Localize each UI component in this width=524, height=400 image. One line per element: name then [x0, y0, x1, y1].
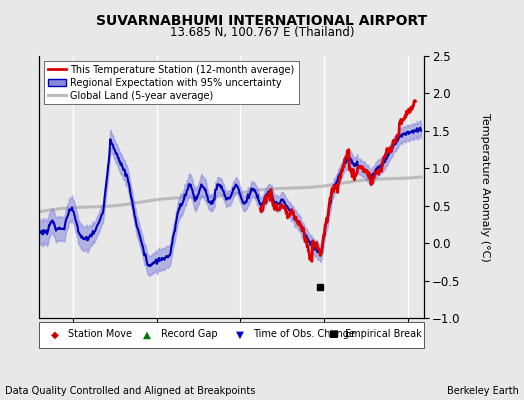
- Text: ▼: ▼: [236, 330, 244, 340]
- Text: ◆: ◆: [51, 330, 59, 340]
- Text: Data Quality Controlled and Aligned at Breakpoints: Data Quality Controlled and Aligned at B…: [5, 386, 256, 396]
- Text: SUVARNABHUMI INTERNATIONAL AIRPORT: SUVARNABHUMI INTERNATIONAL AIRPORT: [96, 14, 428, 28]
- FancyBboxPatch shape: [39, 322, 424, 348]
- Text: ▲: ▲: [143, 330, 151, 340]
- Legend: This Temperature Station (12-month average), Regional Expectation with 95% uncer: This Temperature Station (12-month avera…: [44, 61, 299, 104]
- Y-axis label: Temperature Anomaly (°C): Temperature Anomaly (°C): [480, 113, 490, 261]
- Text: 13.685 N, 100.767 E (Thailand): 13.685 N, 100.767 E (Thailand): [170, 26, 354, 39]
- Text: Station Move: Station Move: [68, 330, 132, 340]
- Text: Record Gap: Record Gap: [161, 330, 217, 340]
- Text: Empirical Break: Empirical Break: [345, 330, 422, 340]
- Text: Berkeley Earth: Berkeley Earth: [447, 386, 519, 396]
- Text: Time of Obs. Change: Time of Obs. Change: [253, 330, 355, 340]
- Text: ■: ■: [328, 330, 338, 340]
